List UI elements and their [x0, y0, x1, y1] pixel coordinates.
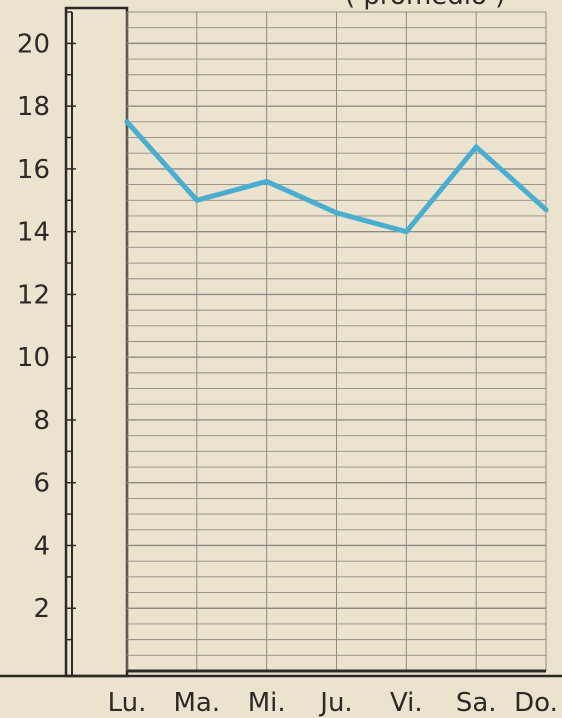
data-point [264, 178, 270, 184]
x-category-label: Sa. [456, 688, 497, 718]
frame-column [64, 6, 129, 678]
y-tick-label: 18 [17, 92, 50, 122]
y-tick-label: 10 [17, 343, 50, 373]
y-tick-label: 12 [17, 280, 50, 310]
chart-title: ( promedio ) [345, 0, 505, 11]
x-category-label: Mi. [248, 688, 286, 718]
data-point [473, 144, 479, 150]
data-point [124, 119, 130, 125]
y-tick-label: 20 [17, 29, 50, 59]
x-category-label: Vi. [390, 688, 423, 718]
x-category-label: Lu. [108, 688, 147, 718]
y-tick-label: 16 [17, 155, 50, 185]
x-category-label: Ma. [174, 688, 221, 718]
y-tick-label: 14 [17, 218, 50, 248]
y-tick-label: 2 [33, 594, 50, 624]
data-point [334, 210, 339, 216]
y-tick-label: 4 [33, 531, 50, 561]
y-tick-label: 6 [33, 469, 50, 499]
data-point [403, 229, 409, 235]
y-tick-label: 8 [33, 406, 50, 436]
x-category-label: Do. [514, 688, 558, 718]
data-point [543, 207, 549, 213]
x-category-label: Ju. [318, 688, 352, 718]
data-point [194, 197, 200, 203]
